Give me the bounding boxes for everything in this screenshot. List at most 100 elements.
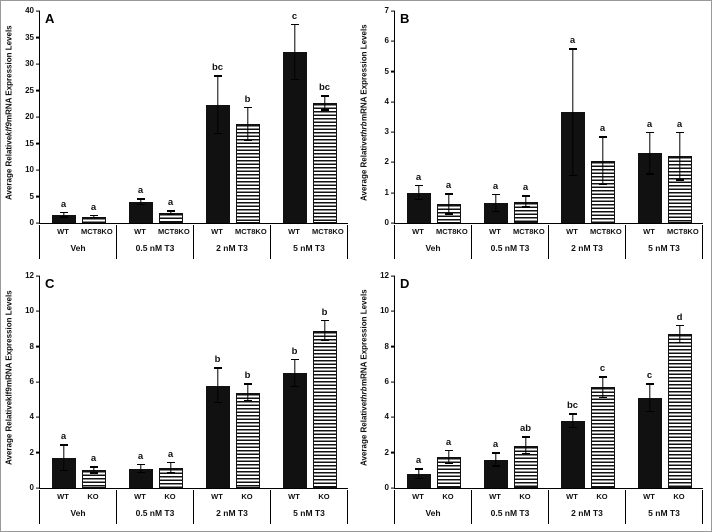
significance-letter: a — [522, 182, 529, 194]
error-bar — [169, 462, 172, 473]
bar-wt — [282, 52, 307, 223]
error-bar — [216, 367, 219, 404]
genotype-labels: WT MCT8KO — [40, 225, 116, 236]
genotype-label: WT — [643, 492, 655, 501]
bar-ko — [513, 445, 538, 488]
error-bar — [678, 132, 681, 181]
y-tick-label: 4 — [384, 96, 389, 106]
y-axis-label-prefix: Average Relative — [359, 136, 369, 201]
y-tick-mark — [36, 452, 40, 454]
x-group-cell: WT MCT8KO Veh — [394, 225, 472, 259]
x-group-cell: WT MCT8KO 2 nM T3 — [194, 225, 271, 259]
bar-slot: ab — [513, 276, 538, 488]
significance-letter: a — [445, 180, 452, 192]
x-group-cell: WT MCT8KO 0.5 nM T3 — [472, 225, 549, 259]
panel-letter: B — [400, 11, 410, 26]
error-bar-bottom-cap — [568, 174, 577, 177]
bar-slot: b — [282, 276, 307, 488]
treatment-group-label: 0.5 nM T3 — [135, 507, 175, 518]
error-bar — [524, 436, 527, 455]
error-bar-top-cap — [166, 210, 175, 212]
genotype-labels: WT KO — [271, 490, 347, 501]
y-tick-mark — [391, 40, 395, 42]
gene-name: klf9 — [4, 121, 14, 136]
significance-letter: a — [415, 171, 422, 183]
y-axis-label: Average Relative thrb mRNA Expression Le… — [357, 1, 371, 224]
genotype-labels: WT KO — [40, 490, 116, 501]
gene-name: thrb — [359, 120, 369, 137]
error-bar-top-cap — [136, 463, 145, 466]
y-tick-mark — [391, 10, 395, 12]
error-bar-top-cap — [491, 193, 500, 196]
y-tick-label: 8 — [29, 341, 34, 351]
error-bar-top-cap — [136, 198, 145, 200]
y-tick-label: 2 — [384, 447, 389, 457]
treatment-group-label: Veh — [70, 507, 86, 518]
x-group-cell: WT KO 0.5 nM T3 — [472, 490, 549, 524]
significance-letter: a — [492, 439, 499, 451]
y-axis-label-prefix: Average Relative — [359, 401, 369, 466]
bar-slot: a — [51, 276, 76, 488]
genotype-label: KO — [164, 492, 176, 501]
error-bar-bottom-cap — [645, 173, 654, 175]
significance-letter: bc — [566, 400, 579, 412]
bar-slot: a — [560, 11, 585, 223]
error-bar — [447, 450, 450, 465]
y-tick-label: 12 — [380, 271, 389, 280]
genotype-label: WT — [211, 492, 223, 501]
significance-letter: a — [60, 198, 67, 210]
error-bar-top-cap — [320, 95, 329, 97]
error-bar-top-cap — [598, 136, 607, 138]
genotype-label: WT — [288, 492, 300, 501]
error-bar-top-cap — [675, 325, 684, 327]
bar-group: c bc — [271, 11, 348, 223]
y-tick-mark — [36, 195, 40, 198]
x-group-cell: WT KO 0.5 nM T3 — [117, 490, 194, 524]
error-bar-top-cap — [568, 48, 577, 50]
genotype-label: WT — [566, 492, 578, 501]
significance-letter: a — [137, 450, 144, 462]
error-bar-bottom-cap — [290, 385, 299, 388]
error-bar — [62, 444, 65, 472]
error-bar — [571, 413, 574, 428]
error-bar-top-cap — [89, 214, 98, 217]
treatment-group-label: 0.5 nM T3 — [490, 242, 530, 253]
y-tick-label: 7 — [384, 6, 389, 15]
error-bar — [524, 195, 527, 208]
significance-letter: d — [676, 311, 683, 323]
genotype-labels: WT MCT8KO — [472, 225, 548, 236]
genotype-labels: WT MCT8KO — [395, 225, 471, 236]
error-bar-bottom-cap — [598, 183, 607, 186]
y-tick-label: 30 — [25, 59, 34, 68]
genotype-label: MCT8KO — [436, 227, 468, 236]
y-axis-label: Average Relative thrb mRNA Expression Le… — [357, 266, 371, 489]
error-bar-top-cap — [521, 436, 530, 438]
error-bar-bottom-cap — [320, 109, 329, 111]
y-tick-mark — [36, 222, 40, 224]
bar-slot: a — [483, 276, 508, 488]
y-tick-mark — [391, 487, 395, 489]
treatment-group-label: Veh — [425, 507, 441, 518]
error-bar-bottom-cap — [59, 216, 68, 218]
x-axis-labels: WT MCT8KO Veh WT MCT8KO 0.5 nM T3 WT MCT8KO 2 nM… — [39, 225, 348, 259]
error-bar — [447, 193, 450, 215]
error-bar-top-cap — [675, 131, 684, 134]
bar-slot: c — [590, 276, 615, 488]
error-bar — [139, 198, 142, 205]
error-bar-top-cap — [598, 376, 607, 378]
significance-letter: a — [90, 201, 97, 213]
error-bar-bottom-cap — [491, 211, 500, 213]
x-group-cell: WT MCT8KO 5 nM T3 — [626, 225, 703, 259]
error-bar-top-cap — [243, 107, 252, 109]
bar-ko — [667, 334, 692, 488]
y-tick-mark — [36, 310, 40, 312]
bar-slot: a — [436, 11, 461, 223]
genotype-labels: WT KO — [117, 490, 193, 501]
significance-letter: bc — [318, 82, 331, 94]
bar-slot: c — [282, 11, 307, 223]
y-tick-mark — [391, 222, 395, 224]
genotype-labels: WT KO — [395, 490, 471, 501]
y-tick-label: 5 — [384, 66, 389, 76]
